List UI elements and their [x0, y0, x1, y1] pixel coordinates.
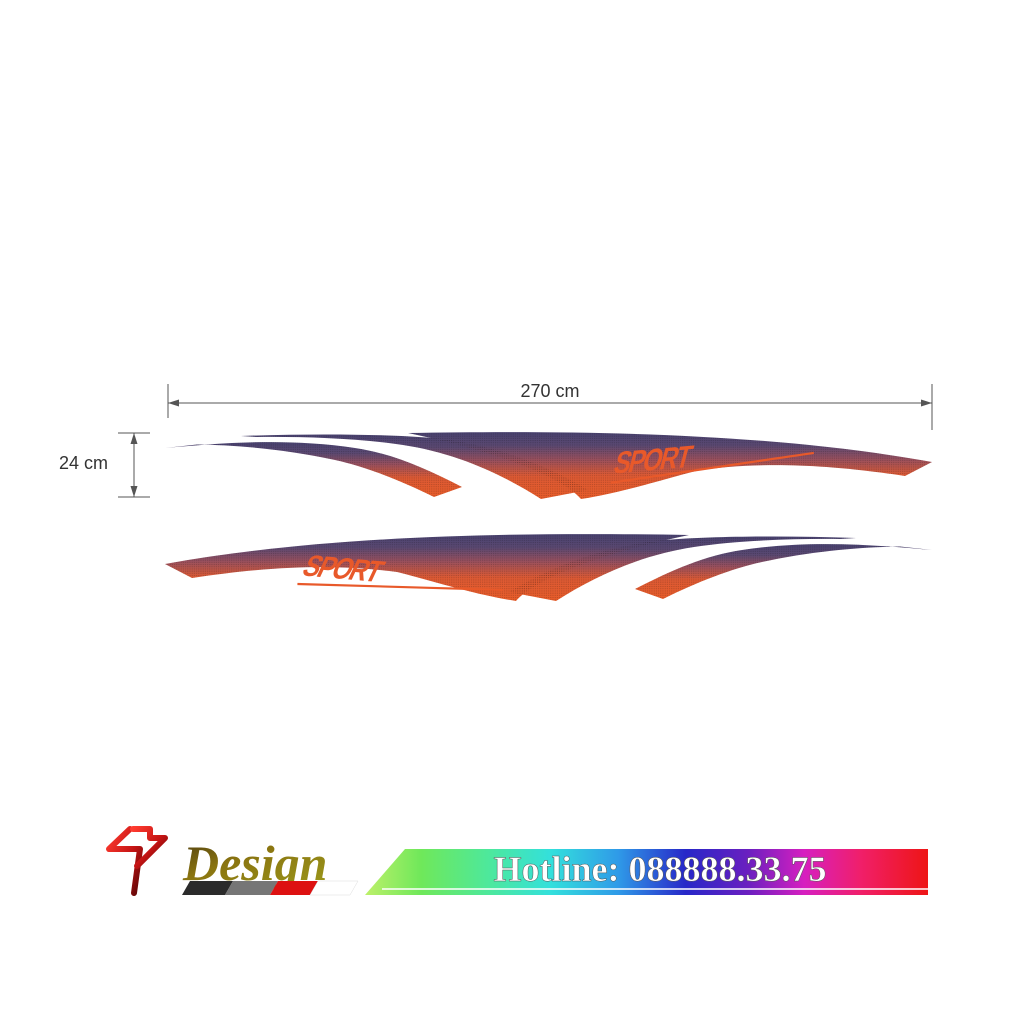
svg-text:SPORT: SPORT — [610, 440, 696, 482]
svg-text:Hotline: 088888.33.75: Hotline: 088888.33.75 — [494, 849, 827, 889]
svg-text:SPORT: SPORT — [297, 550, 389, 589]
svg-text:270 cm: 270 cm — [520, 381, 579, 401]
svg-text:24 cm: 24 cm — [59, 453, 108, 473]
